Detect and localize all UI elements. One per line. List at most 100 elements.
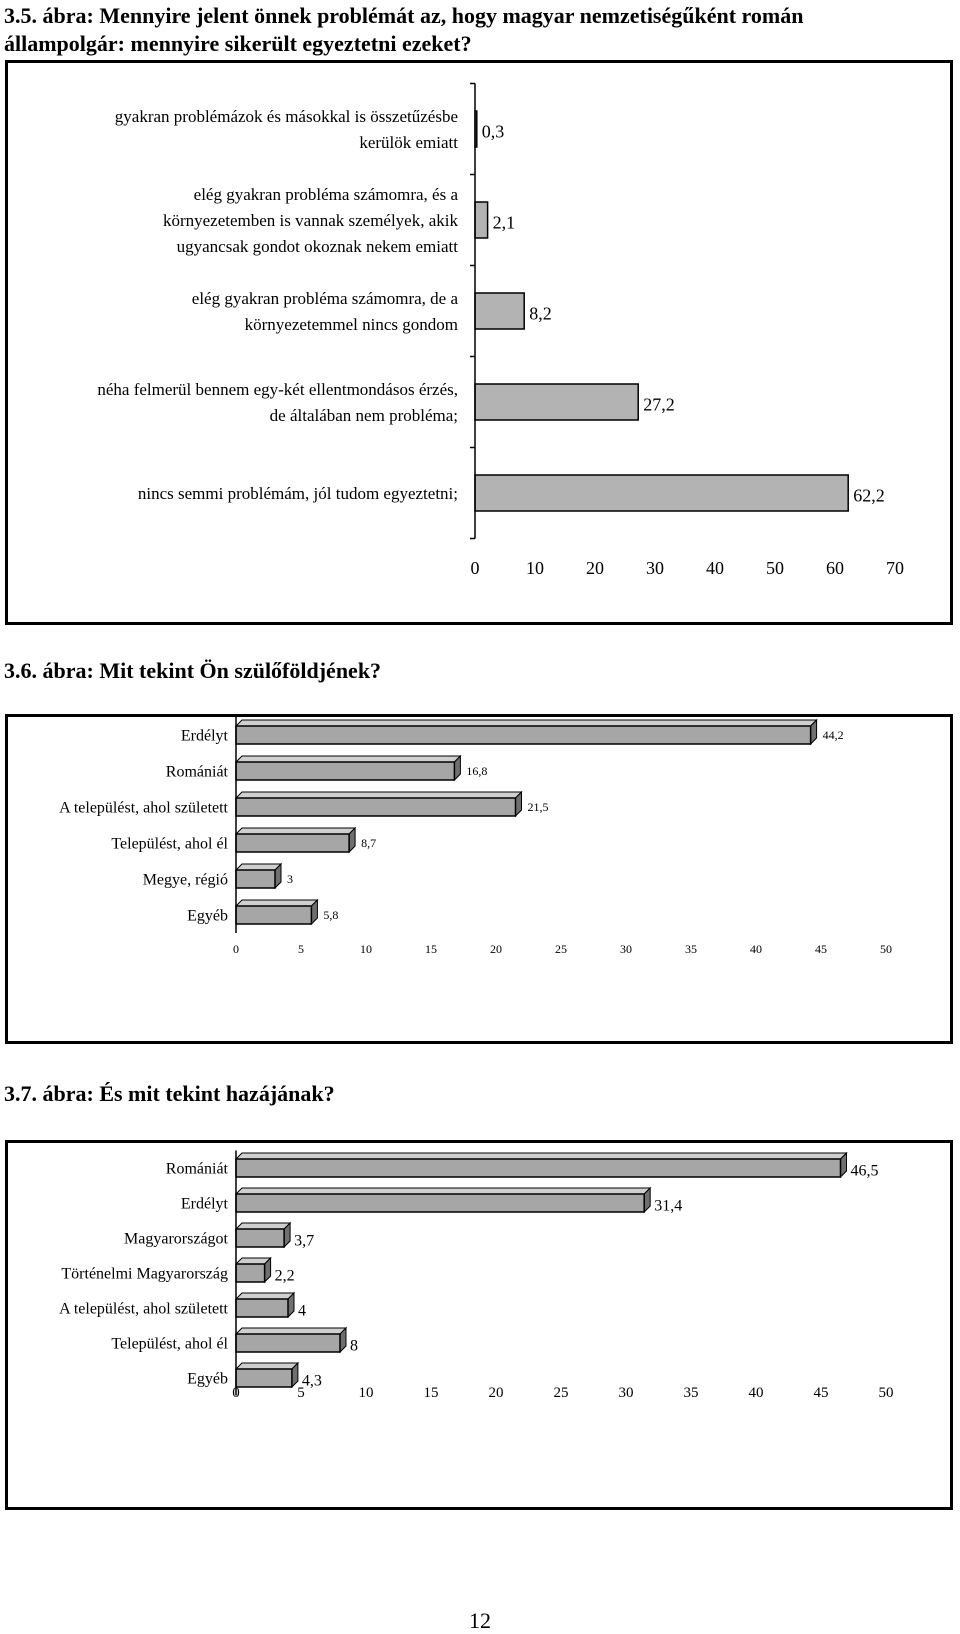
tick-label: 40 <box>749 1385 764 1401</box>
tick-label: 15 <box>424 1385 439 1401</box>
tick-label: 30 <box>619 1385 634 1401</box>
bar <box>235 833 350 853</box>
category-label: elég gyakran probléma számomra, de a körn… <box>192 289 459 334</box>
tick-label: 20 <box>489 1385 504 1401</box>
bar <box>235 725 812 745</box>
figure-title: 3.5. ábra: Mennyire jelent önnek problém… <box>4 3 804 56</box>
bar <box>235 1298 289 1318</box>
tick-label: 45 <box>815 942 827 956</box>
data-label: 44,2 <box>823 728 844 742</box>
bar-top <box>234 827 357 835</box>
category-label: elég gyakran probléma számomra, és a körn… <box>163 185 459 256</box>
category-label: A települést, ahol született <box>59 800 228 817</box>
category-label: Települést, ahol él <box>111 1336 228 1353</box>
bar <box>235 869 276 889</box>
bar <box>235 1368 293 1388</box>
data-label: 27,2 <box>643 394 675 414</box>
bar-top <box>234 1292 296 1300</box>
figure-title: 3.6. ábra: Mit tekint Ön szülőföldjének? <box>4 658 382 683</box>
bar <box>235 1333 341 1353</box>
bar-top <box>234 1222 292 1230</box>
tick-label: 5 <box>298 942 304 956</box>
tick-label: 35 <box>685 942 697 956</box>
bar <box>474 383 639 421</box>
tick-label: 20 <box>490 942 502 956</box>
category-label: A települést, ahol született <box>59 1301 228 1318</box>
bar <box>235 1158 842 1178</box>
bar <box>474 292 525 330</box>
category-label: Romániát <box>166 1161 229 1178</box>
chart-problem-perception: gyakran problémázok és másokkal is össze… <box>5 60 953 625</box>
category-label: Települést, ahol él <box>111 836 228 853</box>
category-label: Magyarországot <box>124 1231 229 1248</box>
bar-chart: Romániát 46,5 Erdélyt 31,4 Magyarországot 3,7… <box>59 1150 894 1401</box>
tick-label: 5 <box>297 1385 305 1401</box>
page-number: 12 <box>469 1608 491 1633</box>
bar-top <box>234 791 523 799</box>
category-label: Romániát <box>166 764 229 781</box>
data-label: 4,3 <box>302 1373 322 1390</box>
tick-label: 10 <box>359 1385 374 1401</box>
tick-label: 60 <box>826 558 844 578</box>
tick-label: 30 <box>646 558 664 578</box>
bar <box>235 1193 645 1213</box>
data-label: 5,8 <box>323 908 338 922</box>
bar <box>474 201 489 239</box>
bar <box>474 474 849 512</box>
data-label: 2,2 <box>275 1268 295 1285</box>
tick-label: 25 <box>555 942 567 956</box>
bar-chart: Erdélyt 44,2 Romániát 16,8 A települést, aho… <box>59 717 892 956</box>
bar-top <box>234 1152 848 1160</box>
bar-top <box>234 719 818 727</box>
tick-label: 50 <box>879 1385 894 1401</box>
bar-top <box>234 899 319 907</box>
tick-label: 70 <box>886 558 904 578</box>
tick-label: 30 <box>620 942 632 956</box>
bar-top <box>234 1187 652 1195</box>
data-label: 16,8 <box>466 764 487 778</box>
bar <box>235 761 456 781</box>
bar-chart: gyakran problémázok és másokkal is össze… <box>97 82 904 578</box>
category-label: gyakran problémázok és másokkal is össze… <box>115 107 458 152</box>
category-label: nincs semmi problémám, jól tudom egyezte… <box>138 484 458 503</box>
data-label: 3 <box>287 872 293 886</box>
tick-label: 50 <box>880 942 892 956</box>
bar <box>235 797 517 817</box>
tick-label: 50 <box>766 558 784 578</box>
data-label: 62,2 <box>853 485 885 505</box>
data-label: 31,4 <box>654 1198 682 1215</box>
tick-label: 15 <box>425 942 437 956</box>
data-label: 46,5 <box>851 1163 879 1180</box>
chart-birthplace: Erdélyt 44,2 Romániát 16,8 A települést, aho… <box>5 714 953 1044</box>
data-label: 8 <box>350 1338 358 1355</box>
bar-top <box>234 1327 348 1335</box>
tick-label: 20 <box>586 558 604 578</box>
category-label: Erdélyt <box>181 1196 229 1213</box>
tick-label: 40 <box>750 942 762 956</box>
category-label: néha felmerül bennem egy-két ellentmondá… <box>97 380 458 425</box>
tick-label: 0 <box>471 558 480 578</box>
tick-label: 10 <box>360 942 372 956</box>
data-label: 8,7 <box>361 836 376 850</box>
data-label: 0,3 <box>482 121 505 141</box>
bar-top <box>234 863 283 871</box>
bar <box>235 1263 266 1283</box>
bar-top <box>234 755 462 763</box>
tick-label: 0 <box>233 942 239 956</box>
bar <box>235 1228 285 1248</box>
data-label: 8,2 <box>529 303 552 323</box>
category-label: Egyéb <box>187 1371 228 1388</box>
category-label: Egyéb <box>187 908 228 925</box>
data-label: 4 <box>298 1303 306 1320</box>
bar-top <box>234 1362 300 1370</box>
category-label: Megye, régió <box>143 872 228 889</box>
data-label: 21,5 <box>528 800 549 814</box>
tick-label: 10 <box>526 558 544 578</box>
data-label: 3,7 <box>294 1233 314 1250</box>
chart-homeland: Romániát 46,5 Erdélyt 31,4 Magyarországot 3,7… <box>5 1140 953 1510</box>
figure-title: 3.7. ábra: És mit tekint hazájának? <box>4 1081 335 1106</box>
tick-label: 45 <box>814 1385 829 1401</box>
category-label: Történelmi Magyarország <box>61 1266 228 1283</box>
bar <box>235 905 313 925</box>
tick-label: 35 <box>684 1385 699 1401</box>
